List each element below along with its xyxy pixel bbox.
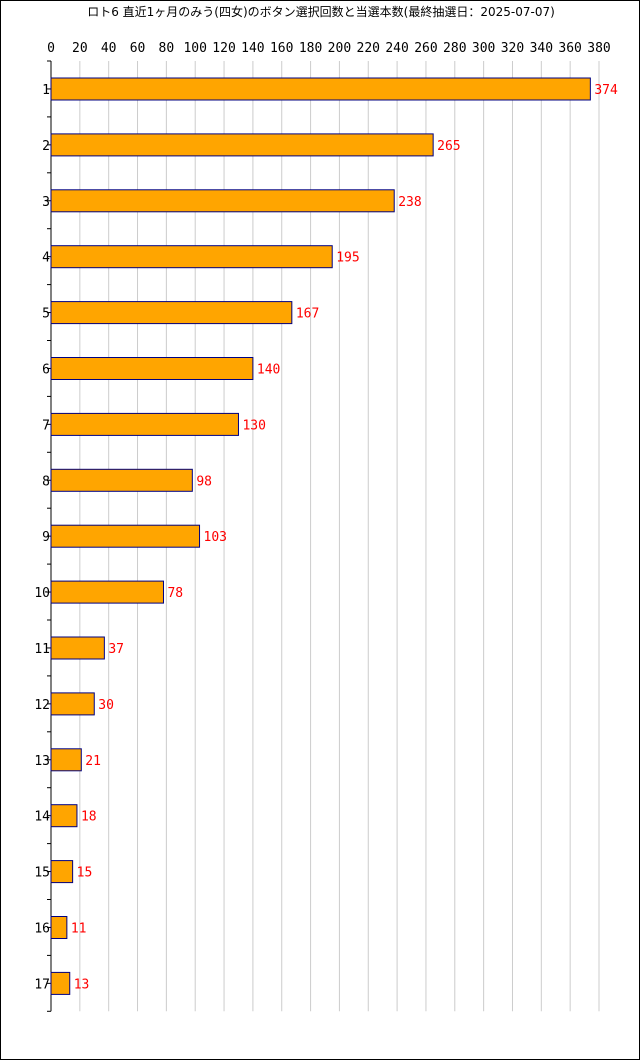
x-tick-label: 280	[443, 41, 466, 56]
x-tick-label: 120	[212, 41, 235, 56]
bar-11	[50, 636, 105, 660]
bar-13	[50, 748, 82, 772]
chart-title: ロト6 直近1ヶ月のみう(四女)のボタン選択回数と当選本数(最終抽選日：2025…	[87, 4, 555, 19]
bar-3	[50, 189, 395, 213]
bar-1	[50, 77, 591, 101]
bars	[50, 77, 591, 995]
category-label-4: 4	[42, 251, 50, 266]
bar-4	[50, 245, 333, 269]
x-tick-label: 140	[241, 41, 264, 56]
category-label-13: 13	[34, 754, 50, 769]
category-label-6: 6	[42, 363, 50, 378]
value-label-14: 18	[81, 810, 97, 825]
x-tick-label: 80	[159, 41, 175, 56]
bar-15	[50, 860, 74, 884]
value-labels: 374 265 238 195 167 140 130 98 103 78 37 30 21 18 15 11…	[71, 83, 618, 992]
category-label-10: 10	[34, 586, 50, 601]
value-label-3: 238	[398, 195, 421, 210]
value-label-11: 37	[108, 642, 124, 657]
x-tick-label: 20	[72, 41, 88, 56]
value-label-7: 130	[242, 418, 265, 433]
category-label-5: 5	[42, 307, 50, 322]
bar-2	[50, 133, 434, 157]
x-tick-label: 200	[328, 41, 351, 56]
category-label-16: 16	[34, 922, 50, 937]
x-tick-label: 240	[385, 41, 408, 56]
x-tick-label: 260	[414, 41, 437, 56]
value-label-10: 78	[167, 586, 183, 601]
value-label-6: 140	[257, 363, 280, 378]
value-label-9: 103	[204, 530, 227, 545]
grid-lines	[79, 61, 600, 1012]
value-label-12: 30	[98, 698, 114, 713]
x-tick-label: 380	[587, 41, 610, 56]
category-label-9: 9	[42, 530, 50, 545]
x-tick-label: 180	[299, 41, 322, 56]
bar-6	[50, 357, 254, 380]
category-label-12: 12	[34, 698, 50, 713]
x-tick-labels: 0 20 40 60 80 100 120 140 160 180 200 220 240 260 280 3…	[47, 41, 611, 56]
category-label-2: 2	[42, 139, 50, 154]
category-label-8: 8	[42, 474, 50, 489]
category-label-3: 3	[42, 195, 50, 210]
category-label-7: 7	[42, 418, 50, 433]
x-tick-label: 360	[558, 41, 581, 56]
value-label-15: 15	[77, 866, 93, 881]
value-label-8: 98	[196, 474, 212, 489]
value-label-1: 374	[594, 83, 618, 98]
value-label-13: 21	[85, 754, 101, 769]
category-label-1: 1	[42, 83, 50, 98]
category-label-15: 15	[34, 866, 50, 881]
x-tick-label: 160	[270, 41, 293, 56]
value-label-5: 167	[296, 307, 319, 322]
x-tick-label: 340	[530, 41, 553, 56]
bar-12	[50, 692, 95, 716]
x-tick-label: 40	[101, 41, 117, 56]
x-tick-label: 300	[472, 41, 495, 56]
bar-17	[50, 971, 71, 995]
bar-7	[50, 412, 239, 436]
bar-10	[50, 580, 164, 604]
x-tick-label: 220	[357, 41, 380, 56]
x-tick-label: 60	[130, 41, 146, 56]
value-label-2: 265	[437, 139, 460, 154]
category-label-11: 11	[34, 642, 50, 657]
category-label-14: 14	[34, 810, 50, 825]
bar-8	[50, 468, 193, 492]
bar-9	[50, 524, 201, 548]
value-label-17: 13	[74, 977, 90, 992]
bar-14	[50, 804, 78, 828]
value-label-16: 11	[71, 922, 87, 937]
x-tick-label: 320	[501, 41, 524, 56]
x-tick-label: 100	[183, 41, 206, 56]
category-label-17: 17	[34, 977, 50, 992]
bar-5	[50, 301, 293, 325]
value-label-4: 195	[336, 251, 359, 266]
bar-16	[50, 916, 68, 939]
x-tick-label: 0	[47, 41, 55, 56]
